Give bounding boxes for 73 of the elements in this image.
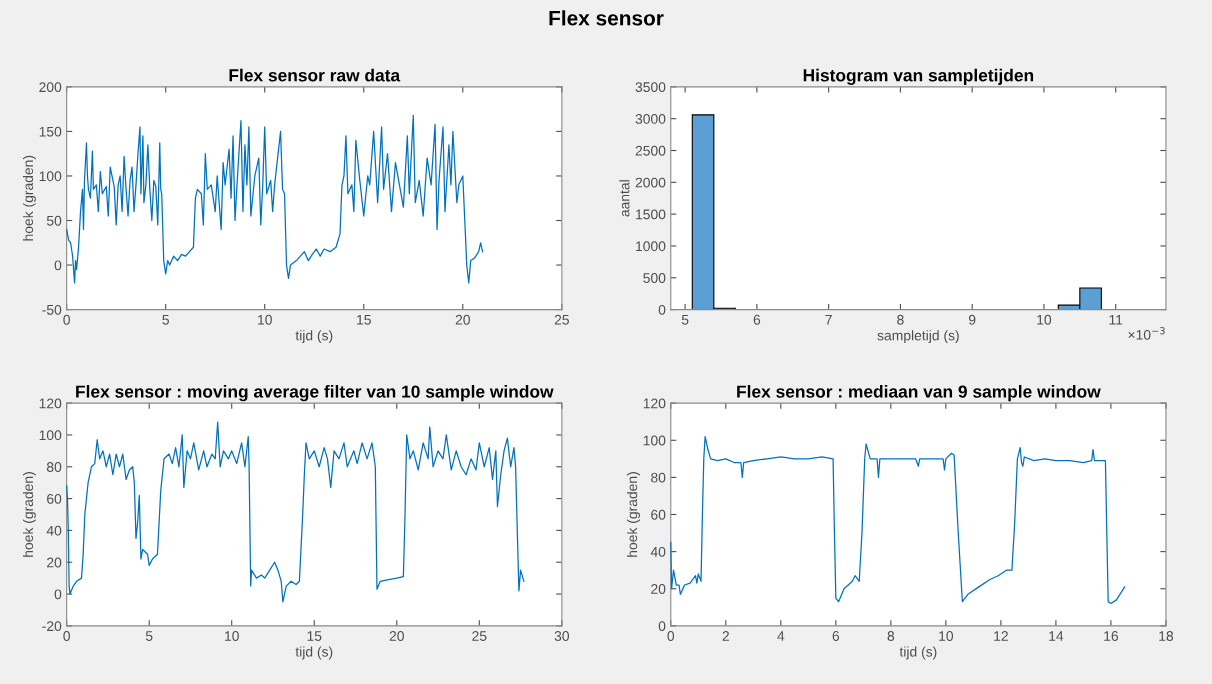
y-tick-label: -20 [42,621,62,632]
x-tick-label: 6 [753,314,761,325]
y-tick-label: 80 [46,462,62,472]
y-tick-label: 500 [643,273,666,283]
x-tick-label: 10 [225,631,239,641]
chart-title: Flex sensor raw data [229,68,401,82]
x-tick-label: 8 [887,631,895,641]
y-tick-label: 100 [39,430,62,441]
y-tick-label: 60 [47,493,62,504]
y-axis-title: hoek (graden) [22,155,36,241]
x-tick-label: 4 [777,631,785,641]
text: Flex sensor [549,10,664,26]
y-axis-title: aantal [619,180,630,217]
x-tick-label: 5 [681,314,689,325]
x-tick-label: 0 [63,631,70,641]
x-tick-label: 2 [722,631,729,641]
x-axis-title: tijd (s) [295,646,333,660]
x-tick-label: 10 [939,631,954,641]
chart-title: Flex sensor : moving average filter van 10 sample window [76,385,554,402]
x-axis-title: sampletijd (s) [877,330,959,344]
chart-title: Histogram van sampletijden [803,68,1034,85]
y-tick-label: 3000 [635,114,666,124]
x-axis-title: tijd (s) [899,646,937,660]
y-tick-label: 80 [651,472,666,483]
x-tick-label: 14 [1049,631,1064,641]
y-tick-label: 0 [658,304,666,315]
x-tick-label: 0 [667,631,675,641]
y-tick-label: 2000 [635,177,666,188]
x-tick-label: 5 [145,631,153,641]
y-tick-label: 1500 [636,209,666,220]
x-axis-title: tijd (s) [295,330,333,344]
x-tick-label: 7 [825,314,832,325]
x-tick-label: 10 [258,314,272,325]
chart-title: Flex sensor : mediaan van 9 sample window [737,385,1101,402]
x-tick-label: 20 [455,314,470,325]
x-tick-label: 15 [307,631,322,641]
y-tick-label: 1000 [636,241,666,252]
x-tick-label: 0 [63,314,70,325]
y-tick-label: 120 [39,398,62,409]
x-tick-label: 30 [554,631,570,641]
y-tick-label: 2500 [635,145,666,156]
y-tick-label: 150 [39,126,62,137]
x-tick-label: 5 [162,314,169,325]
y-tick-label: -50 [42,304,62,315]
x-tick-label: 16 [1104,631,1119,641]
text: ×10$^{−3}$ [1128,327,1165,340]
y-tick-label: 120 [643,398,666,409]
x-tick-label: 12 [994,631,1008,641]
y-tick-label: 100 [39,171,62,182]
y-tick-label: 100 [643,435,666,446]
x-tick-label: 25 [554,314,569,325]
y-tick-label: 20 [651,584,666,594]
x-tick-label: 6 [832,631,840,641]
x-tick-label: 9 [968,314,976,325]
x-tick-label: 15 [357,314,371,325]
y-axis-title: hoek (graden) [22,472,36,557]
x-tick-label: 25 [472,631,487,641]
y-tick-label: 200 [39,82,62,93]
y-tick-label: 0 [658,621,666,632]
y-axis-title: hoek (graden) [627,472,640,557]
y-tick-label: 0 [54,260,62,271]
y-tick-label: 20 [47,557,62,568]
x-tick-label: 18 [1159,631,1174,641]
y-tick-label: 3500 [635,82,666,93]
y-tick-label: 50 [46,215,62,226]
y-tick-label: 0 [54,589,62,600]
x-tick-label: 11 [1109,314,1123,325]
y-tick-label: 40 [650,546,666,557]
x-tick-label: 10 [1037,314,1052,325]
y-tick-label: 40 [46,525,62,536]
y-tick-label: 60 [651,509,666,520]
x-tick-label: 20 [389,631,404,641]
x-tick-label: 8 [897,314,904,325]
